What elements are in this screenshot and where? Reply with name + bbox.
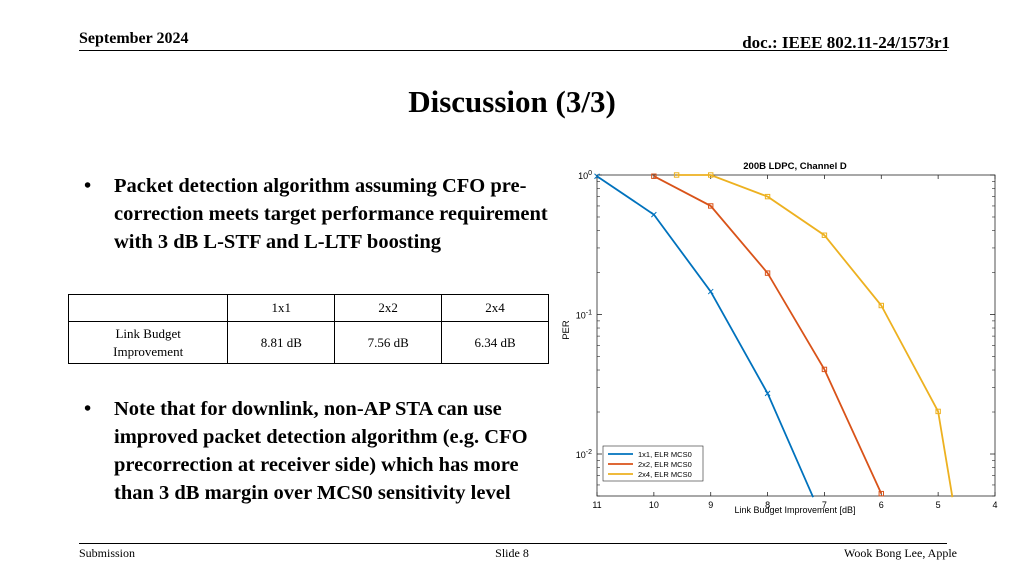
table-row-label: Link Budget Improvement <box>67 321 229 364</box>
table-cell: 7.56 dB <box>334 321 443 364</box>
x-tick-label: 4 <box>992 500 997 510</box>
legend-item: 1x1, ELR MCS0 <box>608 450 692 459</box>
y-tick-label: 10-2 <box>576 449 592 460</box>
data-point <box>764 270 771 276</box>
table-cell: 6.34 dB <box>441 321 549 364</box>
data-point <box>764 193 771 200</box>
data-point <box>935 408 941 415</box>
legend-item: 2x4, ELR MCS0 <box>608 470 692 479</box>
x-tick-label: 9 <box>708 500 713 510</box>
footer-author: Wook Bong Lee, Apple <box>843 546 957 560</box>
y-axis: 100 10-1 10-2 <box>576 170 995 497</box>
header-divider <box>79 50 947 51</box>
y-tick-label: 10-1 <box>576 310 592 321</box>
data-point <box>673 172 680 178</box>
x-tick-label: 11 <box>592 500 601 510</box>
table-header-cell: 2x2 <box>334 294 443 322</box>
link-budget-table: 1x1 2x2 2x4 Link Budget Improvement 8.81… <box>67 294 549 364</box>
data-point <box>594 173 600 180</box>
legend-label: 1x1, ELR MCS0 <box>638 450 692 459</box>
data-point <box>764 390 771 397</box>
legend-item: 2x2, ELR MCS0 <box>608 460 692 469</box>
data-point <box>708 172 714 178</box>
y-tick-label: 100 <box>578 170 592 181</box>
per-chart: 200B LDPC, Channel D 11 10 9 8 7 6 5 4 10010-11… <box>561 161 998 515</box>
table-header-cell <box>67 294 229 322</box>
data-point <box>708 203 714 209</box>
table-header-row: 1x1 2x2 2x4 <box>67 294 549 322</box>
data-point <box>878 490 884 497</box>
series-3 <box>673 172 954 498</box>
data-point <box>821 232 828 238</box>
footer-slide-number: Slide 8 <box>495 546 529 560</box>
footer-submission: Submission <box>79 546 136 560</box>
data-point <box>821 366 828 373</box>
x-tick-label: 8 <box>765 500 770 510</box>
footer-divider <box>79 543 947 544</box>
header-doc-id: doc.: IEEE 802.11-24/1573r1 <box>742 33 950 52</box>
table-header-cell: 2x4 <box>441 294 549 322</box>
x-tick-label: 10 <box>649 500 659 510</box>
x-axis-label: Link Budget Improvement [dB] <box>734 505 855 515</box>
y-axis-label: PER <box>561 320 572 340</box>
bullet-text: Packet detection algorithm assuming CFO … <box>114 175 548 253</box>
x-tick-label: 7 <box>822 500 827 510</box>
table-header-cell: 1x1 <box>227 294 336 322</box>
table-cell: 8.81 dB <box>227 321 336 364</box>
series-1 <box>594 173 814 498</box>
series-line <box>676 174 954 498</box>
bullet-text: Note that for downlink, non-AP STA can u… <box>114 398 528 504</box>
x-tick-label: 6 <box>879 500 884 510</box>
series-2 <box>651 173 884 497</box>
bullet-marker: • <box>84 398 92 420</box>
legend-label: 2x2, ELR MCS0 <box>638 460 692 469</box>
header-date: September 2024 <box>79 30 189 47</box>
data-point <box>651 211 657 218</box>
bullet-marker: • <box>84 175 92 197</box>
series-line <box>653 175 883 494</box>
data-point <box>651 173 657 179</box>
slide-title: Discussion (3/3) <box>408 84 616 119</box>
x-tick-label: 5 <box>936 500 941 510</box>
data-point <box>878 302 884 309</box>
chart-title: 200B LDPC, Channel D <box>743 161 847 172</box>
data-point <box>707 288 714 295</box>
series-group <box>594 172 954 498</box>
table-row: Link Budget Improvement 8.81 dB 7.56 dB … <box>67 321 549 364</box>
legend-label: 2x4, ELR MCS0 <box>638 470 692 479</box>
